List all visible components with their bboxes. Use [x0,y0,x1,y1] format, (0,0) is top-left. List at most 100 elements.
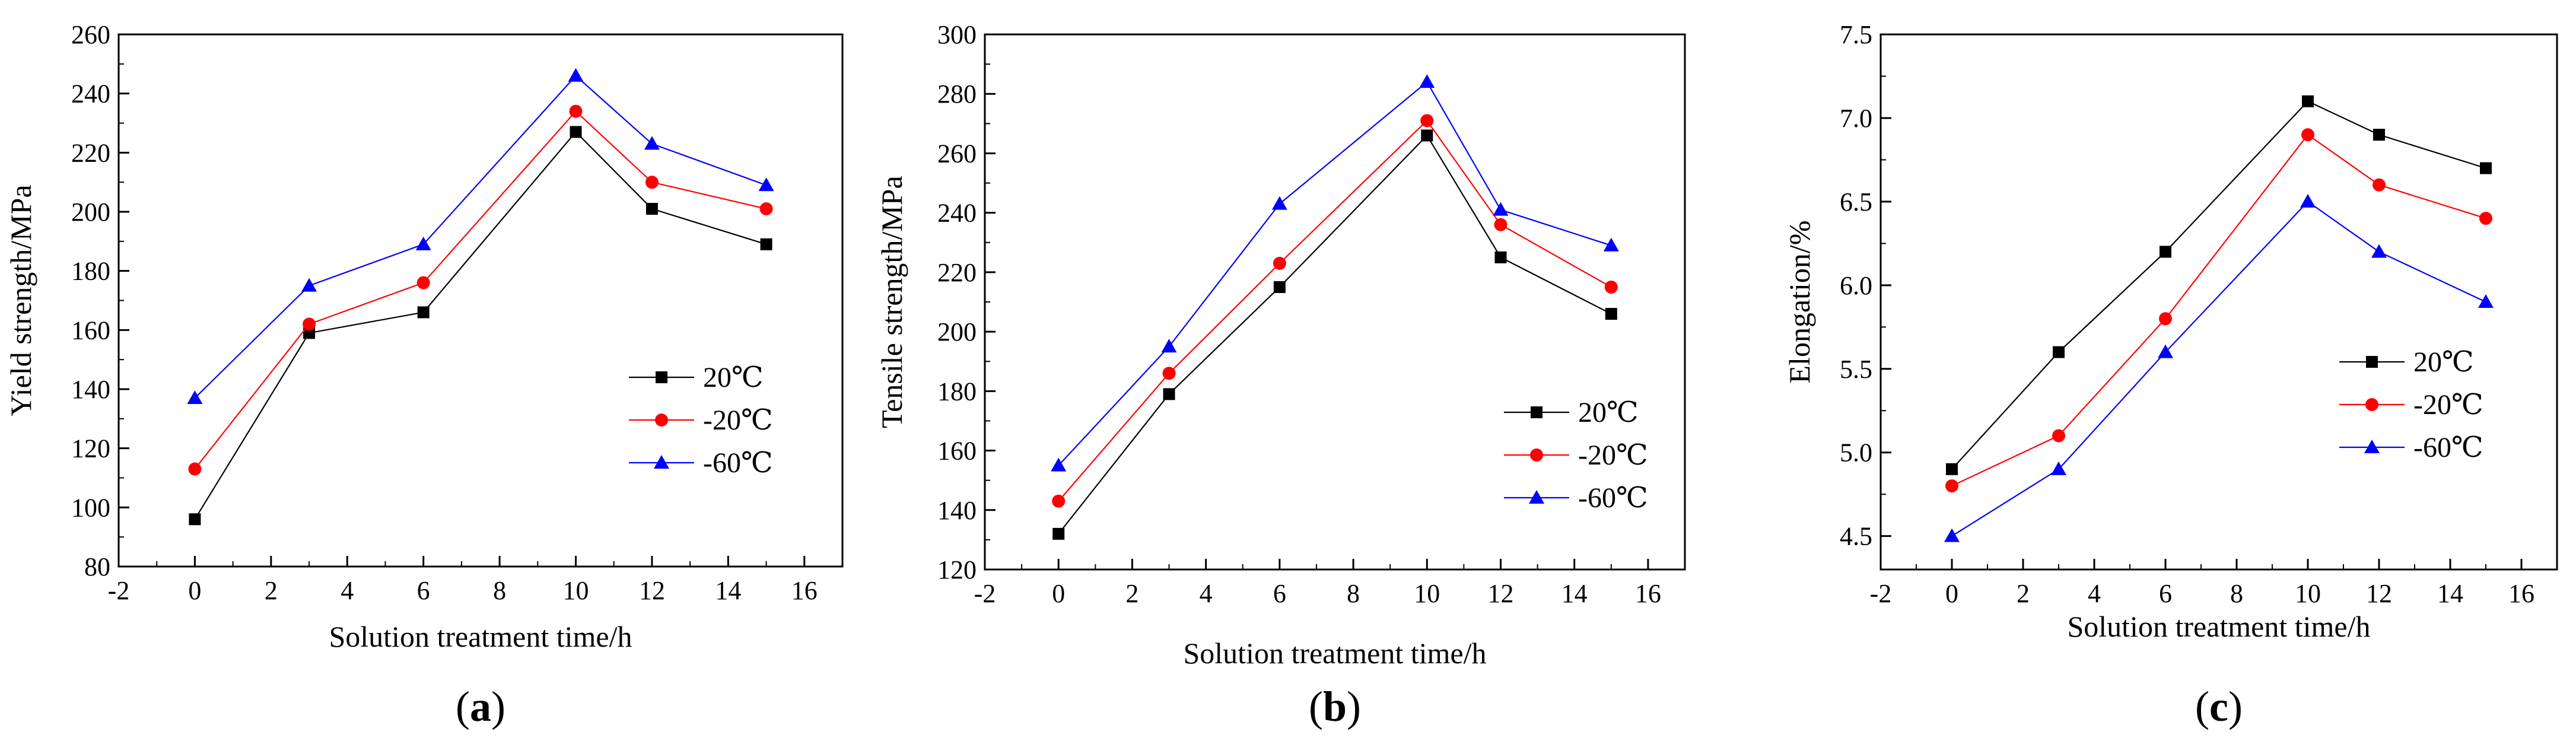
data-point [2159,312,2172,326]
x-tick-label: 12 [1487,579,1513,608]
series--60℃ [187,68,774,404]
legend-marker [2365,398,2378,411]
y-tick-label: 160 [937,437,977,466]
y-axis-label: Yield strength/MPa [4,184,37,416]
data-point [1052,527,1065,540]
x-tick-label: 6 [1273,579,1286,608]
y-tick-label: 140 [71,375,110,404]
panel-label: (a) [456,683,505,730]
series-20℃ [189,126,772,526]
data-point [1273,256,1286,270]
series--20℃ [1945,128,2492,493]
data-point [2300,193,2316,208]
x-tick-label: 16 [791,576,818,605]
plot-frame [1879,33,2558,571]
series--60℃ [1944,193,2494,542]
data-point [2158,344,2173,358]
data-point [1946,463,1958,475]
data-point [2478,294,2494,308]
chart-panel-c: -2 0 2 4 6 8 10 12 14 16 4.5 5.0 5.5 6.0 6.5 7.0 7.5 Solu… [1783,20,2558,730]
series--20℃ [188,104,773,476]
x-axis-label: Solution treatment time/h [1183,637,1486,670]
data-point [1604,280,1618,294]
data-point [189,513,201,526]
legend-marker [656,371,667,383]
data-point [1494,251,1507,263]
x-tick-label: 4 [2088,579,2101,608]
data-point [1162,367,1176,380]
x-tick-label: 10 [563,576,589,605]
series-20℃ [1052,129,1617,540]
x-tick-label: 8 [493,576,506,605]
series-line [194,110,767,470]
series-line [1951,201,2486,537]
data-point [760,238,772,250]
data-point [1051,457,1067,472]
data-point [2480,162,2492,174]
legend-marker [1531,406,1543,418]
data-point [187,390,203,404]
y-tick-label: 140 [937,496,977,525]
x-tick-label: 16 [2508,579,2534,608]
x-tick-label: -2 [974,579,996,608]
x-tick-label: 2 [1125,579,1138,608]
legend-label: -60℃ [2413,432,2483,463]
data-point [2160,246,2171,258]
y-tick-label: 200 [937,317,977,346]
legend-label: -20℃ [703,405,773,436]
x-tick-label: 4 [341,576,354,605]
legend-label: -20℃ [1578,440,1648,471]
series-line [1058,134,1612,535]
data-point [1421,129,1433,142]
y-tick-label: 300 [937,20,977,49]
data-point [1271,196,1287,210]
data-point [415,236,431,250]
legend-label: 20℃ [2413,346,2474,378]
y-tick-label: 120 [937,555,977,584]
y-tick-label: 4.5 [1840,522,1872,551]
y-tick-label: 280 [937,79,977,109]
y-tick-label: 240 [71,79,110,109]
y-tick-label: 7.0 [1840,104,1872,133]
y-tick-label: 160 [71,316,110,345]
data-point [1420,114,1434,128]
x-tick-label: 4 [1200,579,1213,608]
x-tick-label: 16 [1635,579,1661,608]
data-point [645,176,659,189]
data-point [2053,346,2065,358]
data-point [2052,429,2065,443]
x-tick-label: 2 [265,576,278,605]
x-tick-label: 8 [2230,579,2243,608]
data-point [2302,95,2314,107]
y-tick-label: 220 [71,138,110,167]
data-point [2301,128,2314,142]
data-point [1605,308,1617,320]
plot-frame [117,33,844,568]
chart-panel-b: -2 0 2 4 6 8 10 12 14 16 120 140 160 180 200 220 240 260 2… [875,20,1686,730]
series-line [194,131,767,520]
series-20℃ [1946,95,2492,475]
y-tick-label: 180 [937,377,977,406]
y-tick-label: 220 [937,258,977,287]
legend-marker [2364,440,2380,453]
data-point [1494,218,1508,231]
data-point [417,306,430,319]
data-point [1163,388,1175,400]
data-point [569,104,583,118]
x-tick-label: 14 [2437,579,2463,608]
series-line [1058,81,1612,466]
x-tick-label: 12 [639,576,665,605]
y-tick-label: 80 [84,552,110,581]
data-point [2051,461,2066,475]
x-tick-label: -2 [108,576,130,605]
y-tick-label: 7.5 [1840,20,1872,49]
legend-marker [1529,490,1544,504]
y-axis-label: Tensile strength/MPa [875,176,908,428]
legend-marker [2366,356,2378,368]
legend-marker [654,455,669,469]
y-axis-label: Elongation/% [1783,221,1816,384]
y-tick-label: 5.5 [1840,355,1872,384]
y-tick-label: 120 [71,434,110,463]
legend-label: 20℃ [703,362,764,393]
